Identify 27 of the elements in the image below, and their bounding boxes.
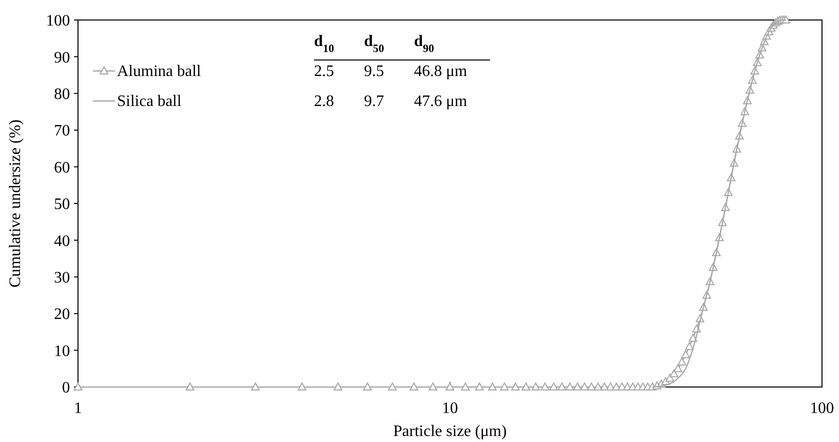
annotation: 46.8 μm bbox=[414, 63, 468, 80]
annotation: 2.5 bbox=[314, 63, 334, 80]
annotation: 9.5 bbox=[364, 63, 384, 80]
y-tick-label: 80 bbox=[54, 86, 70, 103]
legend-label: Alumina ball bbox=[117, 63, 202, 80]
x-tick-label: 10 bbox=[442, 400, 458, 417]
y-axis-title: Cumulative undersize (%) bbox=[7, 120, 24, 288]
annotation: 47.6 μm bbox=[414, 93, 468, 110]
x-axis-title: Particle size (μm) bbox=[393, 423, 507, 440]
y-tick-label: 40 bbox=[54, 232, 70, 250]
y-tick-label: 50 bbox=[54, 196, 70, 214]
annotation: d$_{90}$ bbox=[414, 33, 434, 55]
y-tick-label: 10 bbox=[54, 342, 70, 360]
x-tick-label: 100 bbox=[810, 400, 834, 417]
y-tick-label: 90 bbox=[54, 49, 70, 66]
y-tick-label: 30 bbox=[54, 270, 70, 286]
annotation: d$_{10}$ bbox=[314, 33, 334, 55]
y-tick-label: 60 bbox=[54, 159, 70, 176]
y-tick-label: 20 bbox=[54, 306, 70, 324]
annotation: 2.8 bbox=[314, 93, 334, 110]
y-tick-label: 70 bbox=[54, 122, 70, 140]
legend-label: Silica ball bbox=[117, 93, 182, 110]
annotation: d$_{50}$ bbox=[364, 33, 384, 55]
x-tick-label: 1 bbox=[74, 400, 82, 417]
y-tick-label: 0 bbox=[62, 380, 70, 397]
annotation: 9.7 bbox=[364, 93, 384, 110]
y-tick-label: 100 bbox=[46, 12, 70, 30]
